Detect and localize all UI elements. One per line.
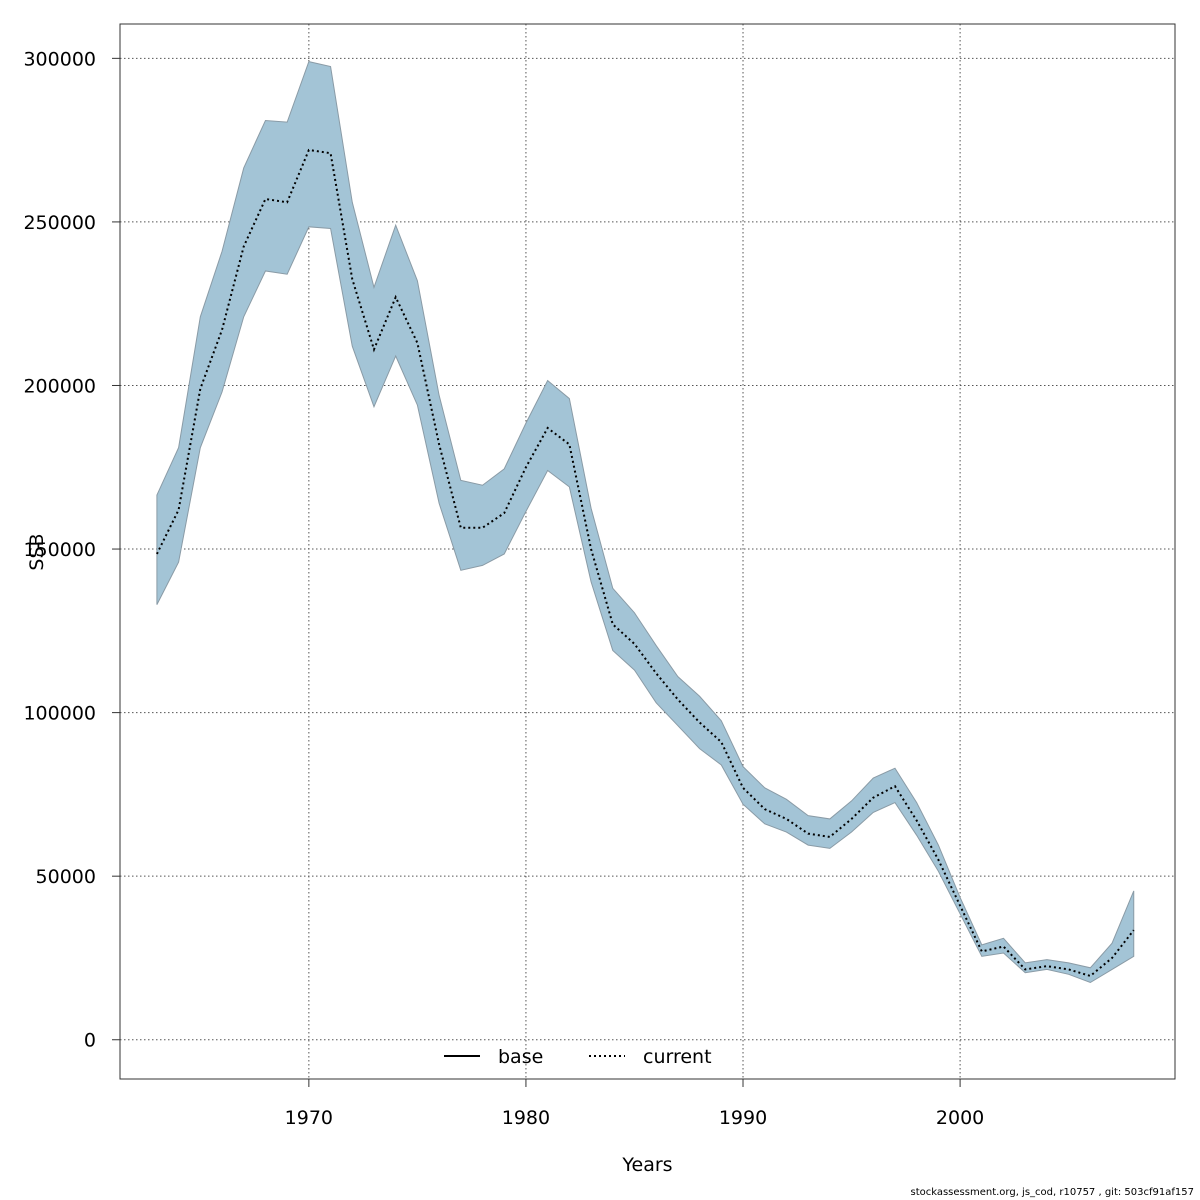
axes: 1970 1980 1990 2000 0 50000 100000 150000 200000… [23,48,984,1129]
plot-area-border [119,23,1176,1080]
y-tick-label: 250000 [23,212,96,234]
series-line-current [156,148,1135,978]
series-line-base [157,150,1134,976]
legend-label-base: base [498,1046,543,1068]
legend-label-current: current [643,1046,712,1068]
x-axis-title: Years [621,1154,672,1176]
x-tick-label: 1970 [285,1107,333,1129]
y-tick-label: 150000 [23,539,96,561]
y-tick-label: 0 [84,1030,96,1052]
y-tick-label: 300000 [23,48,96,70]
y-tick-label: 200000 [23,375,96,397]
legend: base current [444,1046,712,1068]
y-tick-label: 100000 [23,703,96,725]
footer-credit: stockassessment.org, js_cod, r10757 , gi… [910,1187,1194,1198]
x-tick-label: 1990 [719,1107,767,1129]
y-axis-title: SSB [26,533,48,570]
confidence-band [156,61,1135,984]
y-tick-label: 50000 [36,866,96,888]
x-tick-label: 1980 [502,1107,550,1129]
x-tick-label: 2000 [936,1107,984,1129]
